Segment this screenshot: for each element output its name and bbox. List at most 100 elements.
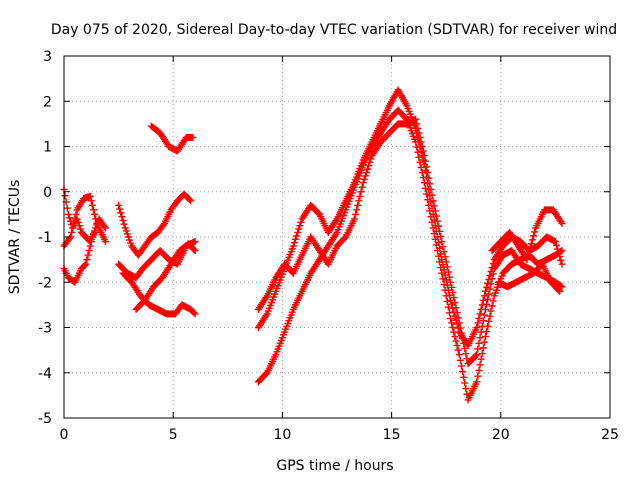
y-tick-label: -3 [38, 321, 52, 337]
y-tick-label: -5 [38, 411, 52, 427]
data-point [191, 238, 199, 246]
data-point [456, 356, 464, 364]
data-point [87, 238, 95, 246]
data-point [361, 172, 369, 180]
x-tick-label: 20 [492, 427, 510, 443]
data-point [483, 300, 491, 308]
data-point [421, 157, 429, 165]
data-point [530, 232, 538, 240]
data-point [437, 232, 445, 240]
data-point [436, 227, 444, 235]
data-point [558, 260, 566, 268]
data-point [427, 185, 435, 193]
data-point [101, 224, 109, 232]
data-point [428, 191, 436, 199]
data-point [159, 221, 167, 229]
y-tick-label: -1 [38, 230, 52, 246]
data-point [352, 210, 360, 218]
data-point [489, 270, 497, 278]
data-point [478, 322, 486, 330]
data-point [476, 361, 484, 369]
data-point [293, 232, 301, 240]
data-point [364, 165, 372, 173]
x-tick-label: 15 [383, 427, 401, 443]
data-point [443, 263, 451, 271]
data-point [88, 201, 96, 209]
data-point [69, 224, 77, 232]
data-point [480, 292, 488, 300]
data-point [475, 314, 483, 322]
data-point [443, 297, 451, 305]
data-point [84, 251, 92, 259]
data-point [65, 235, 73, 243]
data-point [189, 133, 197, 141]
x-axis: 0 5 10 15 20 25 [60, 56, 619, 443]
data-point [462, 350, 470, 358]
data-point [91, 210, 99, 218]
data-point [74, 218, 82, 226]
data-point [289, 242, 297, 250]
y-tick-label: 3 [43, 49, 52, 65]
data-point [452, 337, 460, 345]
data-point [478, 350, 486, 358]
data-point [290, 239, 298, 247]
data-point [75, 222, 83, 230]
data-point [444, 268, 452, 276]
series-trace-k [254, 115, 566, 368]
data-point [362, 169, 370, 177]
data-point [439, 275, 447, 283]
x-tick-label: 5 [169, 427, 178, 443]
data-point [350, 215, 358, 223]
x-axis-label: GPS time / hours [276, 458, 393, 474]
x-tick-label: 25 [601, 427, 619, 443]
data-point [438, 238, 446, 246]
data-point [477, 355, 485, 363]
data-point [475, 366, 483, 374]
data-point [431, 207, 439, 215]
data-point [461, 379, 469, 387]
data-point [473, 378, 481, 386]
data-point [359, 179, 367, 187]
data-point [430, 216, 438, 224]
data-point [435, 239, 443, 247]
data-point [117, 209, 125, 217]
data-point [558, 219, 566, 227]
data-point [479, 317, 487, 325]
data-point [367, 155, 375, 163]
data-point [292, 235, 300, 243]
data-point [476, 310, 484, 318]
data-point [64, 210, 72, 218]
data-point [120, 220, 128, 228]
data-point [523, 256, 531, 264]
data-point [366, 158, 374, 166]
data-point [556, 253, 564, 261]
data-point [296, 222, 304, 230]
data-point [482, 333, 490, 341]
series-trace-g [132, 240, 199, 313]
data-point [71, 215, 79, 223]
data-point [551, 238, 559, 246]
data-point [558, 283, 566, 291]
series-trace-h [147, 122, 197, 155]
data-point [100, 222, 108, 230]
data-point [421, 184, 429, 192]
data-point [447, 314, 455, 322]
data-point [432, 212, 440, 220]
data-point [479, 344, 487, 352]
data-point [452, 304, 460, 312]
data-point [473, 351, 481, 359]
data-point [451, 299, 459, 307]
data-point [439, 243, 447, 251]
data-point [460, 339, 468, 347]
series-trace-j [254, 86, 566, 350]
data-point [63, 204, 71, 212]
data-point [65, 214, 73, 222]
data-point [457, 362, 465, 370]
series-trace-b [60, 192, 109, 250]
data-point [420, 152, 428, 160]
data-point [524, 252, 532, 260]
y-axis: -5 -4 -3 -2 -1 0 1 2 3 [38, 49, 610, 427]
data-point [360, 175, 368, 183]
data-point [459, 368, 467, 376]
